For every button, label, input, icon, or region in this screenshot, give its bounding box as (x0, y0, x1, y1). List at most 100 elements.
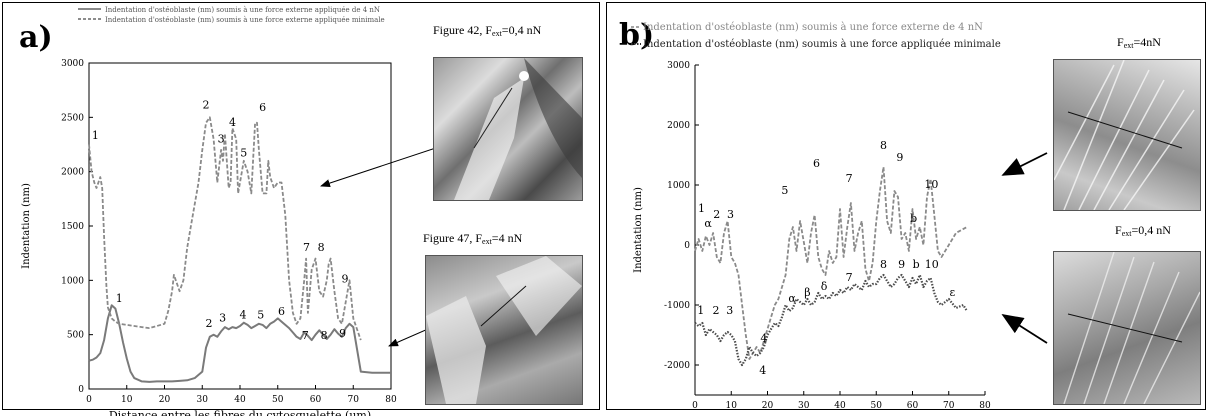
y-axis-label: Indentation (nm) (21, 183, 32, 269)
chart-a: a) Indentation d'ostéoblaste (nm) soumis… (19, 5, 516, 416)
x-tick-label: 60 (310, 395, 322, 405)
arrow-pointer (1001, 314, 1048, 344)
peak-label: 10 (925, 258, 939, 271)
peak-label: 9 (339, 327, 346, 340)
peak-label: 10 (924, 178, 938, 191)
peak-label: 8 (880, 139, 887, 152)
x-tick-label: 0 (86, 395, 92, 405)
peak-label: 9 (896, 151, 903, 164)
y-tick-label: 1500 (61, 222, 84, 232)
y-tick-label: 0 (684, 241, 690, 251)
x-tick-label: 70 (943, 401, 955, 411)
peak-label: 7 (846, 172, 853, 185)
peak-label: 1 (697, 304, 704, 317)
peak-label: β (804, 286, 810, 299)
arrow-pointer (1001, 152, 1048, 176)
legend-label: Indentation d'ostéoblaste (nm) soumis à … (105, 15, 385, 24)
y-tick-label: 2000 (667, 121, 690, 131)
y-tick-label: 2000 (61, 168, 84, 178)
x-tick-label: 20 (762, 401, 774, 411)
peak-label: 9 (898, 258, 905, 271)
peak-label: b (910, 212, 917, 225)
x-tick-label: 60 (907, 401, 919, 411)
legend-label: Indentation d'ostéoblaste (nm) soumis à … (105, 5, 380, 14)
peak-label: 2 (713, 304, 720, 317)
y-tick-label: 500 (67, 331, 84, 341)
x-tick-label: 30 (798, 401, 810, 411)
series-line-solid (88, 304, 391, 383)
peak-label: 5 (240, 146, 247, 159)
photo-caption: Fext=4nN (1117, 35, 1161, 50)
peak-label: 8 (318, 241, 325, 254)
x-tick-label: 10 (121, 395, 133, 405)
peak-label: 1 (116, 292, 123, 305)
peak-label: δ (821, 280, 828, 293)
y-tick-label: 3000 (667, 61, 690, 71)
panel-letter: b) (619, 18, 654, 53)
series-line-dashed (694, 166, 968, 360)
micrograph-image (433, 57, 583, 201)
x-tick-label: 70 (348, 395, 360, 405)
series-line-dotted (694, 273, 968, 367)
x-tick-label: 50 (272, 395, 284, 405)
panel-letter: a) (19, 20, 53, 55)
x-tick-label: 10 (726, 401, 738, 411)
peak-label: 5 (257, 308, 264, 321)
peak-label: 4 (760, 332, 767, 345)
peak-label: 9 (341, 273, 348, 286)
photo-caption: Figure 42, Fext=0,4 nN (433, 23, 542, 38)
x-tick-label: 20 (159, 395, 171, 405)
x-axis-label: Distance entre les fibres du cytosquelet… (109, 409, 371, 416)
peak-label: 3 (219, 312, 226, 325)
x-tick-label: 30 (197, 395, 209, 405)
y-tick-label: 3000 (61, 59, 84, 69)
y-tick-label: -2000 (664, 361, 690, 371)
peak-label: 2 (203, 99, 210, 112)
peak-label: 4 (229, 116, 236, 129)
panel-b: b) Indentation d'ostéoblaste (nm) soumis… (606, 2, 1206, 416)
peak-label: 7 (846, 271, 853, 284)
micrograph-image (1053, 251, 1201, 405)
peak-label: 3 (218, 132, 225, 145)
x-tick-label: 80 (385, 395, 397, 405)
peak-label: 6 (278, 305, 285, 318)
x-tick-label: 0 (692, 401, 698, 411)
peak-label: 3 (726, 304, 733, 317)
x-tick-label: 40 (234, 395, 246, 405)
series-line-dashed (88, 116, 362, 341)
peak-label: 8 (321, 329, 328, 342)
y-tick-label: 1000 (61, 276, 84, 286)
peak-label: 8 (880, 258, 887, 271)
y-axis-label: Indentation (nm) (633, 187, 644, 273)
peak-label: b (913, 258, 920, 271)
y-tick-label: 0 (78, 385, 84, 395)
photo-caption: Fext=0,4 nN (1115, 223, 1171, 238)
peak-label: 1 (92, 129, 99, 142)
peak-label: α (704, 217, 712, 230)
micrograph-image (1053, 59, 1201, 211)
peak-label: 6 (813, 157, 820, 170)
x-tick-label: 50 (871, 401, 883, 411)
x-tick-label: 80 (979, 401, 991, 411)
y-tick-label: -1000 (664, 301, 690, 311)
chart-b: b) Indentation d'ostéoblaste (nm) soumis… (619, 18, 1048, 416)
peak-label: 4 (759, 364, 766, 377)
peak-label: 3 (727, 208, 734, 221)
peak-label: 5 (781, 184, 788, 197)
peak-label: 2 (713, 208, 720, 221)
peak-label: 6 (259, 101, 266, 114)
peak-label: ε (950, 286, 956, 299)
peak-label: α (788, 292, 796, 305)
legend-label: Indentation d'ostéoblaste (nm) soumis à … (643, 39, 1001, 50)
y-tick-label: 1000 (667, 181, 690, 191)
legend-label: Indentation d'ostéoblaste (nm) soumis à … (643, 22, 983, 33)
panel-a: a) Indentation d'ostéoblaste (nm) soumis… (2, 2, 600, 416)
micrograph-image (425, 255, 583, 405)
peak-label: 4 (240, 308, 247, 321)
peak-label: 7 (302, 329, 309, 342)
y-tick-label: 2500 (61, 113, 84, 123)
peak-label: 7 (303, 241, 310, 254)
x-tick-label: 40 (834, 401, 846, 411)
peak-label: 2 (206, 317, 213, 330)
plot-frame (88, 62, 392, 390)
